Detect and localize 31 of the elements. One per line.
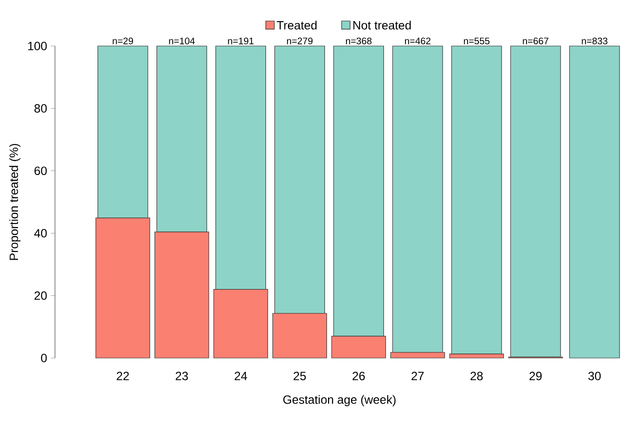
y-tick-label: 80 <box>34 104 47 113</box>
annotation: n=833 <box>582 38 608 44</box>
annotation: n=29 <box>112 38 134 44</box>
y-tick-label: 20 <box>34 291 47 300</box>
bar <box>569 46 620 358</box>
x-tick-label: 27 <box>412 372 424 380</box>
x-tick-label: 24 <box>234 372 248 380</box>
y-axis-title: Proportion treated (%) <box>9 144 20 260</box>
y-tick-label: 100 <box>28 42 47 50</box>
annotation: n=555 <box>464 38 490 44</box>
x-tick-label: 23 <box>176 372 188 380</box>
x-axis-title: Gestation age (week) <box>283 395 396 406</box>
annotation: n=191 <box>228 38 254 44</box>
x-tick-label: 30 <box>588 372 601 380</box>
y-tick-label: 60 <box>34 166 47 176</box>
annotation: n=462 <box>404 38 430 44</box>
x-tick-label: 22 <box>116 372 129 380</box>
y-tick-label: 0 <box>41 354 47 362</box>
annotation: n=104 <box>169 38 195 44</box>
x-tick-label: 25 <box>294 372 306 380</box>
x-tick-label: 28 <box>470 372 483 380</box>
x-tick-label: 26 <box>352 372 365 380</box>
x-tick-label: 29 <box>530 372 542 380</box>
bar <box>451 46 502 354</box>
annotation: n=368 <box>346 38 372 44</box>
annotation: n=279 <box>287 38 313 44</box>
y-tick-label: 40 <box>34 228 47 238</box>
legend-label: Treated <box>276 20 317 30</box>
legend-label: Not treated <box>353 20 411 30</box>
bar <box>510 46 561 358</box>
annotation: n=667 <box>522 38 548 44</box>
